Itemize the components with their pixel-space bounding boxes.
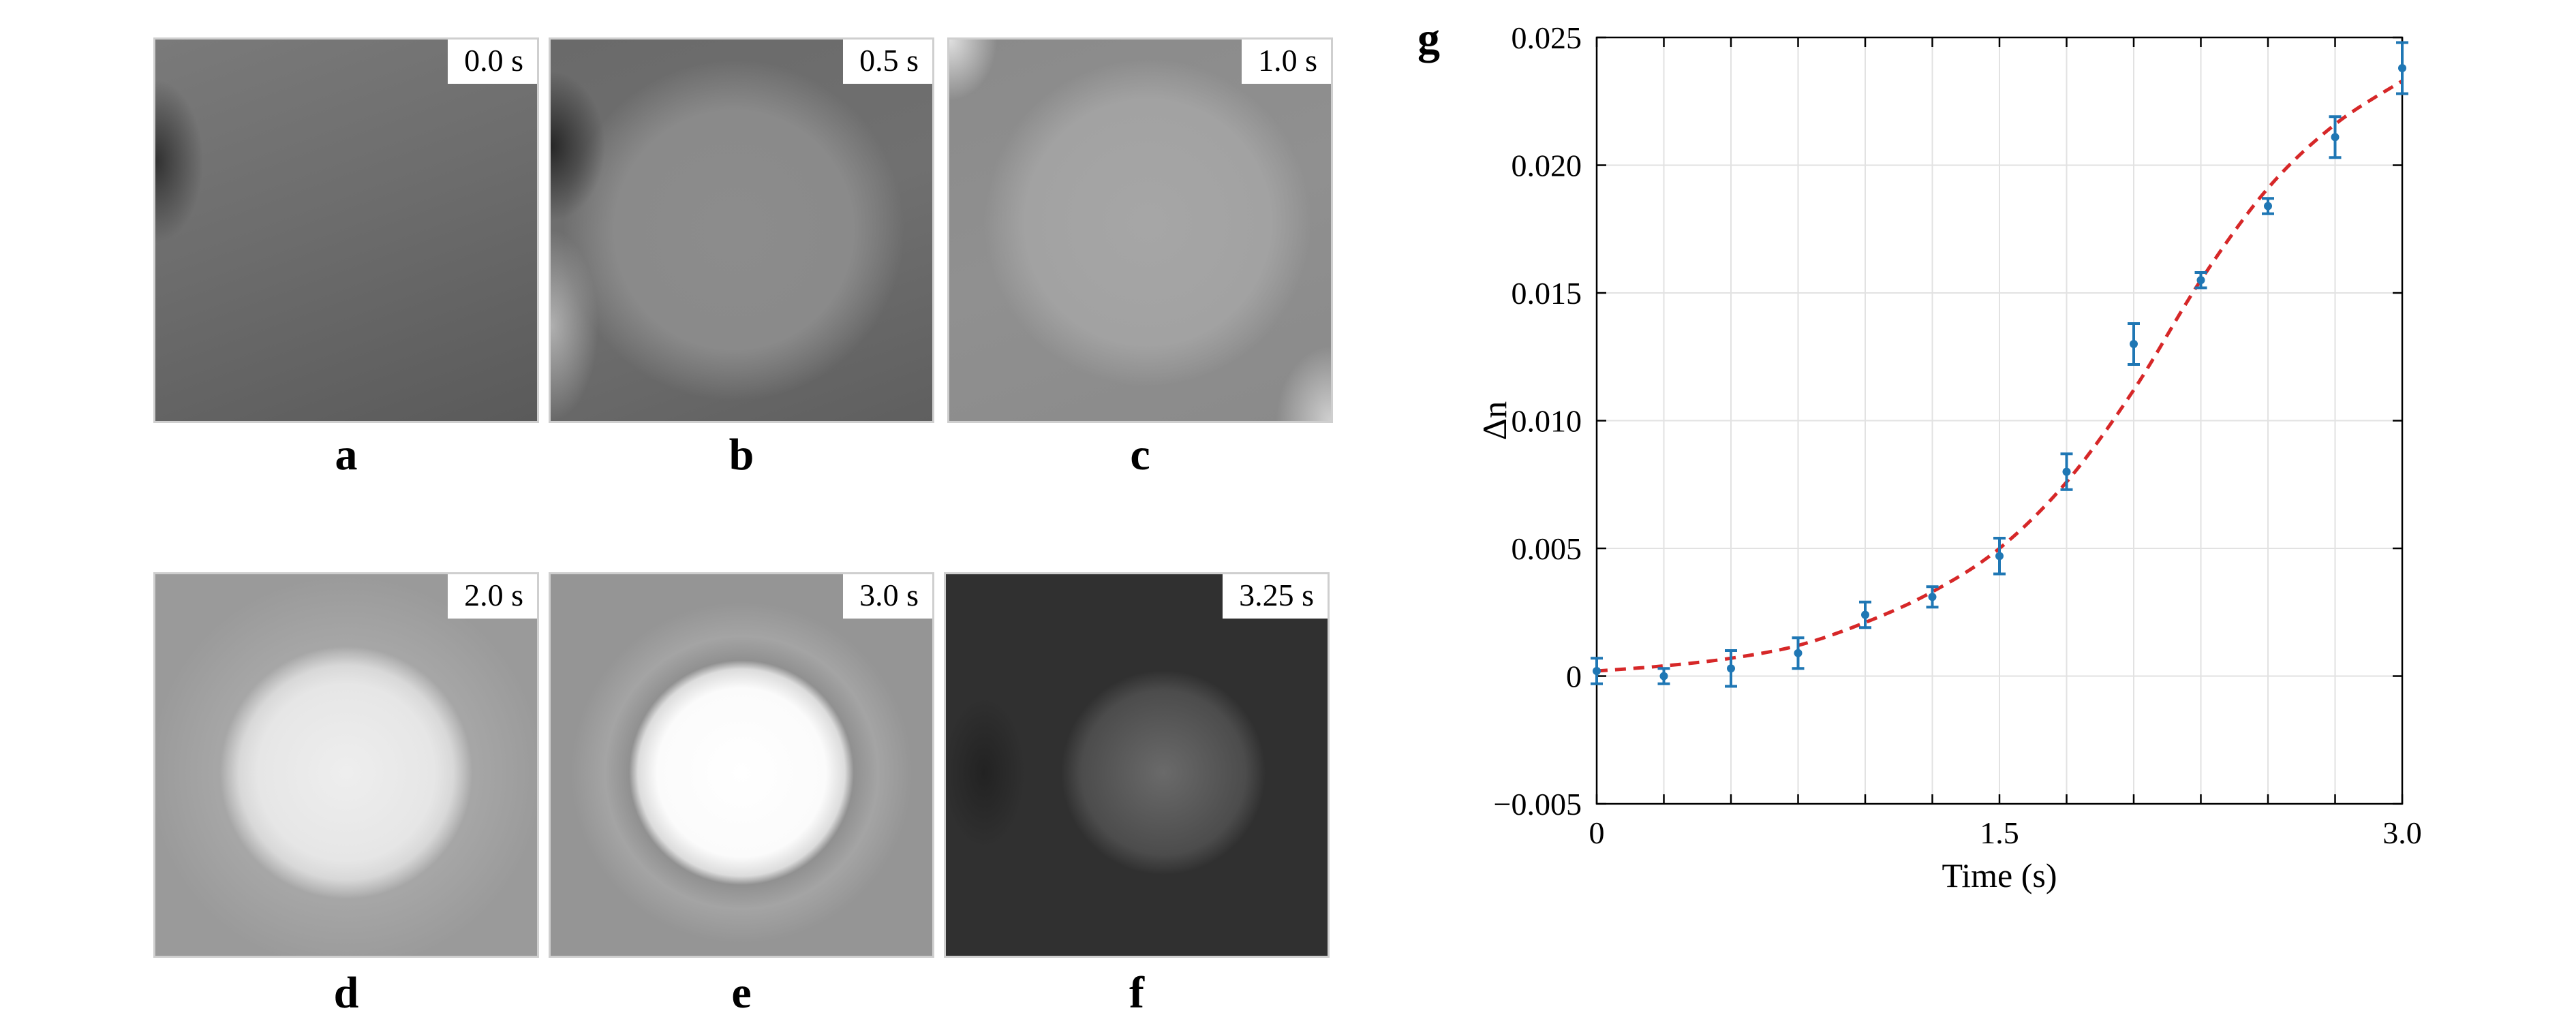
- timestamp-label: 0.5 s: [843, 40, 932, 84]
- y-tick-label: −0.005: [1494, 787, 1582, 822]
- panel-label-d: d: [333, 968, 359, 1018]
- data-point: [2130, 340, 2138, 348]
- timestamp-label: 2.0 s: [448, 574, 537, 619]
- panel-label-f: f: [1129, 968, 1144, 1018]
- y-tick-label: 0.015: [1512, 276, 1582, 311]
- y-tick-label: 0: [1566, 659, 1582, 694]
- data-point: [2062, 467, 2071, 476]
- panel-label-c: c: [1130, 430, 1150, 480]
- fit-curve-layer: [1596, 79, 2404, 673]
- timestamp-label: 3.0 s: [843, 574, 932, 619]
- fit-curve: [1596, 79, 2404, 673]
- x-axis-label: Time (s): [1942, 856, 2057, 894]
- image-panel-d: 2.0 s: [153, 572, 539, 958]
- y-tick-label: 0.020: [1512, 149, 1582, 183]
- image-panel-f: 3.25 s: [944, 572, 1330, 958]
- image-panel-a: 0.0 s: [153, 37, 539, 423]
- image-panel-e: 3.0 s: [549, 572, 934, 958]
- data-point: [1593, 667, 1601, 675]
- y-tick-label: 0.005: [1512, 531, 1582, 566]
- data-point: [2331, 133, 2340, 142]
- panel-label-b: b: [729, 430, 754, 480]
- data-point: [1995, 552, 2004, 561]
- data-point: [2398, 64, 2406, 72]
- data-points-layer: [1591, 41, 2408, 688]
- data-point: [1727, 664, 1735, 673]
- x-tick-label: 0: [1589, 815, 1605, 850]
- x-tick-label: 3.0: [2382, 815, 2422, 850]
- panel-label-e: e: [731, 968, 752, 1018]
- data-point: [1928, 593, 1937, 602]
- panel-label-a: a: [335, 430, 358, 480]
- data-point: [1659, 672, 1668, 681]
- data-point: [1861, 610, 1869, 619]
- y-tick-label: 0.025: [1512, 20, 1582, 55]
- timestamp-label: 3.25 s: [1223, 574, 1328, 619]
- timestamp-label: 1.0 s: [1242, 40, 1331, 84]
- image-panel-b: 0.5 s: [549, 37, 934, 423]
- data-point: [2196, 276, 2205, 285]
- data-point: [2264, 202, 2272, 210]
- y-axis-label: Δn: [1475, 401, 1514, 440]
- x-tick-label: 1.5: [1980, 815, 2019, 850]
- grid: [1597, 37, 2402, 805]
- y-tick-label: 0.010: [1512, 404, 1582, 439]
- panel-label-g: g: [1417, 14, 1440, 63]
- data-point: [1794, 649, 1803, 657]
- timestamp-label: 0.0 s: [448, 40, 537, 84]
- image-panel-c: 1.0 s: [947, 37, 1333, 423]
